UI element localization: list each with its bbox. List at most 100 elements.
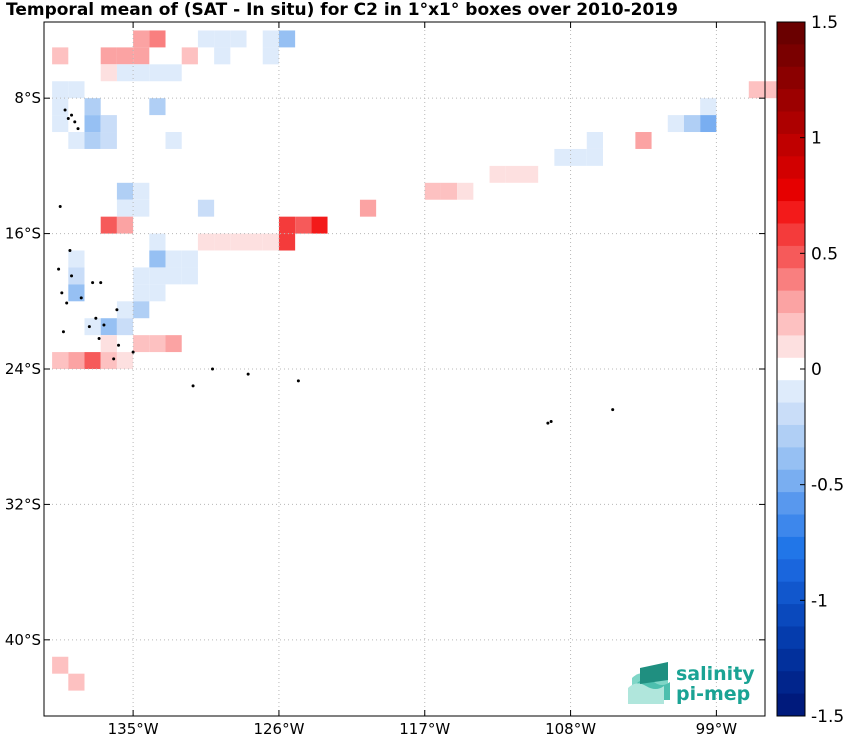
map-cell xyxy=(116,301,134,319)
map-cell xyxy=(68,267,85,285)
map-cell xyxy=(100,318,117,336)
map-cell xyxy=(68,81,85,99)
x-tick-label: 108°W xyxy=(545,720,596,738)
colorbar-band xyxy=(777,245,805,269)
map-cell xyxy=(100,132,117,149)
island-marker xyxy=(112,357,116,361)
island-marker xyxy=(57,267,61,271)
map-cell xyxy=(149,267,166,285)
map-cell xyxy=(165,250,182,268)
salinity-pimep-logo: salinity pi-mep xyxy=(628,662,755,705)
map-cell xyxy=(586,148,603,166)
map-cell xyxy=(52,81,69,99)
map-cell xyxy=(68,352,85,369)
colorbar-band xyxy=(777,447,805,471)
colorbar-band xyxy=(777,156,805,180)
island-marker xyxy=(58,205,62,209)
map-cell xyxy=(100,352,117,369)
colorbar-band xyxy=(777,313,805,336)
colorbar-band xyxy=(777,223,805,247)
map-cell xyxy=(52,352,69,369)
island-marker xyxy=(211,367,215,371)
island-marker xyxy=(60,291,64,295)
colorbar-band xyxy=(777,89,805,113)
colorbar-band xyxy=(777,357,805,381)
map-cell xyxy=(505,165,522,183)
island-marker xyxy=(76,127,80,131)
map-cell xyxy=(165,335,182,353)
colorbar-band xyxy=(777,469,805,493)
map-cell xyxy=(311,216,328,234)
colorbar-tick-label: -1 xyxy=(811,591,828,611)
colorbar-band xyxy=(777,66,805,90)
map-cell xyxy=(133,64,150,82)
map-cell xyxy=(116,47,134,65)
map-cell xyxy=(116,199,134,217)
map-cell xyxy=(214,47,231,65)
colorbar-tick-label: -0.5 xyxy=(811,476,844,496)
map-cell xyxy=(359,199,377,217)
y-tick-label: 16°S xyxy=(5,225,41,243)
island-marker xyxy=(68,249,72,253)
map-cell xyxy=(700,98,717,116)
map-cell xyxy=(230,233,247,251)
y-tick-label: 32°S xyxy=(5,495,41,513)
map-cell xyxy=(457,182,474,200)
colorbar-tick-label: 0.5 xyxy=(811,244,838,264)
map-cell xyxy=(149,30,166,48)
island-marker xyxy=(97,337,101,341)
map-cell xyxy=(133,335,150,353)
map-cell xyxy=(68,250,85,268)
map-cell xyxy=(52,115,69,133)
map-cell xyxy=(262,47,279,65)
colorbar-band xyxy=(777,424,805,448)
map-cell xyxy=(68,132,85,149)
map-cell xyxy=(197,30,215,48)
island-marker xyxy=(70,113,74,117)
map-cell xyxy=(116,352,134,369)
colorbar-band xyxy=(777,268,805,292)
page-title: Temporal mean of (SAT - In situ) for C2 … xyxy=(6,0,678,20)
map-cell xyxy=(149,335,166,353)
colorbar-band xyxy=(777,290,805,314)
logo-line1: salinity xyxy=(676,663,755,685)
map-cell xyxy=(116,182,134,200)
map-cell xyxy=(197,199,215,217)
map-cell xyxy=(214,30,231,48)
map-cell xyxy=(100,115,117,133)
colorbar-band xyxy=(777,492,805,516)
map-cell xyxy=(748,81,765,99)
colorbar-band xyxy=(777,671,805,695)
map-cell xyxy=(149,98,166,116)
map-cell xyxy=(100,64,117,82)
island-marker xyxy=(246,372,250,376)
map-cell xyxy=(165,267,182,285)
map-cell xyxy=(100,335,117,353)
colorbar-band xyxy=(777,22,805,45)
colorbar-band xyxy=(777,178,805,202)
map-cell xyxy=(133,182,150,200)
island-marker xyxy=(87,325,91,329)
map-cell xyxy=(246,233,263,251)
map-cell xyxy=(554,148,571,166)
island-marker xyxy=(102,323,106,327)
colorbar-band xyxy=(777,201,805,224)
map-plot-area xyxy=(43,21,782,717)
map-cell xyxy=(133,267,150,285)
map-cell xyxy=(133,30,150,48)
map-cell xyxy=(84,115,101,133)
map-cell xyxy=(149,233,166,251)
colorbar-band xyxy=(777,380,805,404)
colorbar-tick-label: 1.5 xyxy=(811,13,838,33)
island-marker xyxy=(91,281,95,285)
colorbar-tick-label: 0 xyxy=(811,360,822,380)
island-marker xyxy=(296,379,300,383)
map-cell xyxy=(278,216,296,234)
map-cell xyxy=(278,30,296,48)
x-tick-label: 117°W xyxy=(399,720,450,738)
map-cell xyxy=(683,115,701,133)
map-cell xyxy=(181,250,198,268)
island-marker xyxy=(549,419,553,423)
map-cell xyxy=(700,115,717,133)
